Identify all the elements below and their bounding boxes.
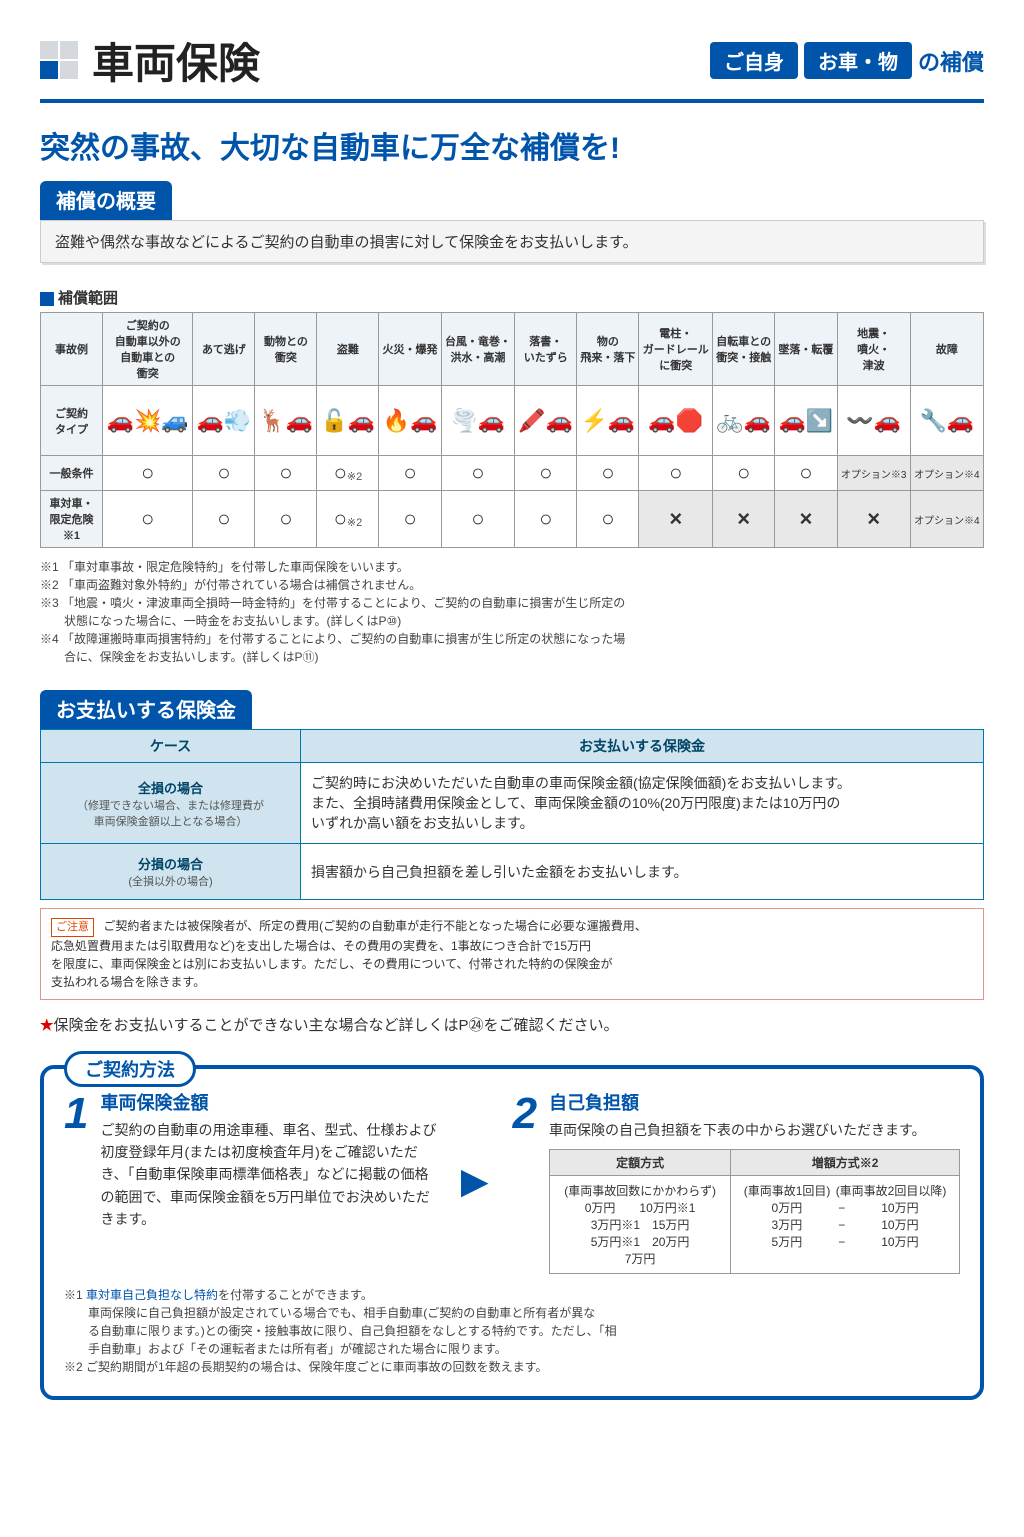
coverage-cell: オプション※4 <box>910 456 983 491</box>
rowlabel-example: 事故例 <box>41 313 103 386</box>
coverage-cell: ○ <box>193 456 255 491</box>
caution-text: ご契約者または被保険者が、所定の費用(ご契約の自動車が走行不能となった場合に必要… <box>51 919 647 989</box>
col-head: 落書・ いたずら <box>515 313 577 386</box>
contract-col-1: 1 車両保険金額 ご契約の自動車の用途車種、車名、型式、仕様および初度登録年月(… <box>64 1089 437 1274</box>
rowlabel-type: ご契約 タイプ <box>41 386 103 456</box>
accident-icon: 🔥🚗 <box>379 386 441 456</box>
rowlabel-general: 一般条件 <box>41 456 103 491</box>
accident-icon: 🚗💨 <box>193 386 255 456</box>
coverage-cell: ○ <box>713 456 775 491</box>
coverage-head: 補償範囲 <box>40 287 984 308</box>
step-1-number: 1 <box>64 1089 88 1139</box>
col-head: 電柱・ ガードレール に衝突 <box>639 313 713 386</box>
title-text: 車両保険 <box>92 30 260 91</box>
step-1-text: ご契約の自動車の用途車種、車名、型式、仕様および初度登録年月(または初度検査年月… <box>100 1119 436 1231</box>
tag-suffix: の補償 <box>918 45 984 77</box>
overview-badge: 補償の概要 <box>40 181 172 220</box>
coverage-cell: ○ <box>577 491 639 548</box>
case-partial-loss-body: 損害額から自己負担額を差し引いた金額をお支払いします。 <box>301 844 984 900</box>
star-note: ★保険金をお支払いすることができない主な場合など詳しくはP㉔をご確認ください。 <box>40 1014 984 1035</box>
ded-fixed: (車両事故回数にかかわらず) 0万円 10万円※1 3万円※1 15万円 5万円… <box>550 1175 731 1273</box>
ded-increase: (車両事故1回目)(車両事故2回目以降) 0万円 − 10万円 3万円 − 10… <box>731 1175 960 1273</box>
coverage-cell: ○ <box>103 491 193 548</box>
coverage-cell: ○ <box>379 491 441 548</box>
headline: 突然の事故、大切な自動車に万全な補償を! <box>40 123 984 167</box>
col-head: 自転車との 衝突・接触 <box>713 313 775 386</box>
case-total-loss-body: ご契約時にお決めいただいた自動車の車両保険金額(協定保険価額)をお支払いします。… <box>301 763 984 844</box>
accident-icon: 〰️🚗 <box>837 386 910 456</box>
coverage-cell: オプション※3 <box>837 456 910 491</box>
step-2-text: 車両保険の自己負担額を下表の中からお選びいただきます。 <box>549 1119 960 1141</box>
coverage-cell: ○ <box>775 456 837 491</box>
accident-icon: 🔓🚗 <box>317 386 379 456</box>
col-head: 台風・竜巻・ 洪水・高潮 <box>441 313 515 386</box>
rowlabel-limited: 車対車・ 限定危険※1 <box>41 491 103 548</box>
coverage-cell: × <box>837 491 910 548</box>
col-head: ご契約の 自動車以外の 自動車との 衝突 <box>103 313 193 386</box>
coverage-cell: ○ <box>379 456 441 491</box>
coverage-cell: オプション※4 <box>910 491 983 548</box>
step-1-title: 車両保険金額 <box>100 1089 436 1115</box>
coverage-cell: × <box>713 491 775 548</box>
accident-icon: 🔧🚗 <box>910 386 983 456</box>
col-head: 墜落・転覆 <box>775 313 837 386</box>
pay-th-amount: お支払いする保険金 <box>301 730 984 763</box>
pay-th-case: ケース <box>41 730 301 763</box>
col-head: 動物との 衝突 <box>255 313 317 386</box>
coverage-cell: ○※2 <box>317 491 379 548</box>
col-head: 盗難 <box>317 313 379 386</box>
header-tags: ご自身 お車・物 の補償 <box>710 42 984 79</box>
coverage-cell: ○ <box>255 456 317 491</box>
contract-footnotes: ※1 車対車自己負担なし特約を付帯することができます。 車両保険に自己負担額が設… <box>64 1286 960 1376</box>
payment-table: ケースお支払いする保険金 全損の場合 （修理できない場合、または修理費が 車両保… <box>40 729 984 900</box>
coverage-cell: ○ <box>639 456 713 491</box>
coverage-table: 事故例ご契約の 自動車以外の 自動車との 衝突あて逃げ動物との 衝突盗難火災・爆… <box>40 312 984 548</box>
payment-badge: お支払いする保険金 <box>40 690 252 729</box>
contract-section: ご契約方法 1 車両保険金額 ご契約の自動車の用途車種、車名、型式、仕様および初… <box>40 1065 984 1400</box>
coverage-cell: ○ <box>515 456 577 491</box>
contract-col-2: 2 自己負担額 車両保険の自己負担額を下表の中からお選びいただきます。 定額方式… <box>513 1089 960 1274</box>
accident-icon: 🚲🚗 <box>713 386 775 456</box>
coverage-cell: ○ <box>515 491 577 548</box>
accident-icon: 🚗🛑 <box>639 386 713 456</box>
accident-icon: 🖍️🚗 <box>515 386 577 456</box>
page-title: 車両保険 <box>40 30 260 91</box>
col-head: 火災・爆発 <box>379 313 441 386</box>
tag-car: お車・物 <box>804 42 912 79</box>
arrow-icon: ▶ <box>461 1160 489 1202</box>
col-head: あて逃げ <box>193 313 255 386</box>
caution-label: ご注意 <box>51 918 94 937</box>
accident-icon: 🦌🚗 <box>255 386 317 456</box>
col-head: 物の 飛来・落下 <box>577 313 639 386</box>
coverage-cell: ○ <box>193 491 255 548</box>
coverage-cell: ○ <box>441 491 515 548</box>
col-head: 故障 <box>910 313 983 386</box>
accident-icon: 🚗💥🚙 <box>103 386 193 456</box>
logo-icon <box>40 41 80 81</box>
coverage-cell: × <box>639 491 713 548</box>
coverage-cell: ○ <box>255 491 317 548</box>
coverage-cell: ○ <box>441 456 515 491</box>
step-2-title: 自己負担額 <box>549 1089 960 1115</box>
coverage-cell: ○※2 <box>317 456 379 491</box>
coverage-cell: ○ <box>577 456 639 491</box>
deductible-table: 定額方式増額方式※2 (車両事故回数にかかわらず) 0万円 10万円※1 3万円… <box>549 1149 960 1274</box>
coverage-cell: × <box>775 491 837 548</box>
case-partial-loss: 分損の場合 (全損以外の場合) <box>41 844 301 900</box>
accident-icon: 🌪️🚗 <box>441 386 515 456</box>
caution-box: ご注意 ご契約者または被保険者が、所定の費用(ご契約の自動車が走行不能となった場… <box>40 908 984 1000</box>
case-total-loss: 全損の場合 （修理できない場合、または修理費が 車両保険金額以上となる場合） <box>41 763 301 844</box>
coverage-notes: ※1 「車対車事故・限定危険特約」を付帯した車両保険をいいます。※2 「車両盗難… <box>40 558 984 666</box>
accident-icon: 🚗↘️ <box>775 386 837 456</box>
page-header: 車両保険 ご自身 お車・物 の補償 <box>40 30 984 103</box>
contract-tab: ご契約方法 <box>64 1051 196 1087</box>
coverage-cell: ○ <box>103 456 193 491</box>
col-head: 地震・ 噴火・ 津波 <box>837 313 910 386</box>
accident-icon: ⚡🚗 <box>577 386 639 456</box>
step-2-number: 2 <box>513 1089 537 1139</box>
overview-text: 盗難や偶然な事故などによるご契約の自動車の損害に対して保険金をお支払いします。 <box>40 220 984 263</box>
tag-self: ご自身 <box>710 42 798 79</box>
